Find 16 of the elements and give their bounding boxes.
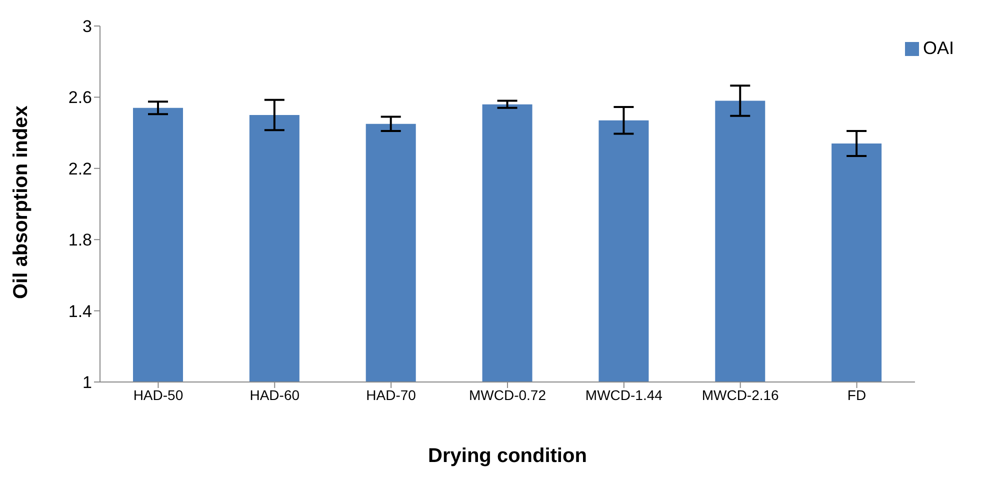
x-tick-label: FD [847, 386, 866, 403]
y-tick-label: 2.2 [68, 159, 92, 178]
y-tick-label: 1 [82, 373, 92, 392]
x-tick-label: HAD-70 [366, 386, 416, 403]
x-tick-label: HAD-50 [133, 386, 184, 403]
x-tick-label: MWCD-1.44 [585, 386, 663, 403]
y-tick-label: 3 [82, 17, 92, 36]
y-axis-title: Oil absorption index [10, 106, 32, 299]
x-axis-title: Drying condition [428, 445, 587, 467]
y-tick-label: 1.8 [68, 230, 92, 250]
x-tick-label: HAD-60 [250, 386, 300, 403]
y-tick-label: 2.6 [68, 88, 92, 108]
x-tick-label: MWCD-0.72 [468, 386, 546, 403]
x-tick-label: MWCD-2.16 [702, 386, 780, 403]
legend-label: OAI [922, 38, 954, 58]
y-tick-label: 1.4 [68, 302, 92, 321]
